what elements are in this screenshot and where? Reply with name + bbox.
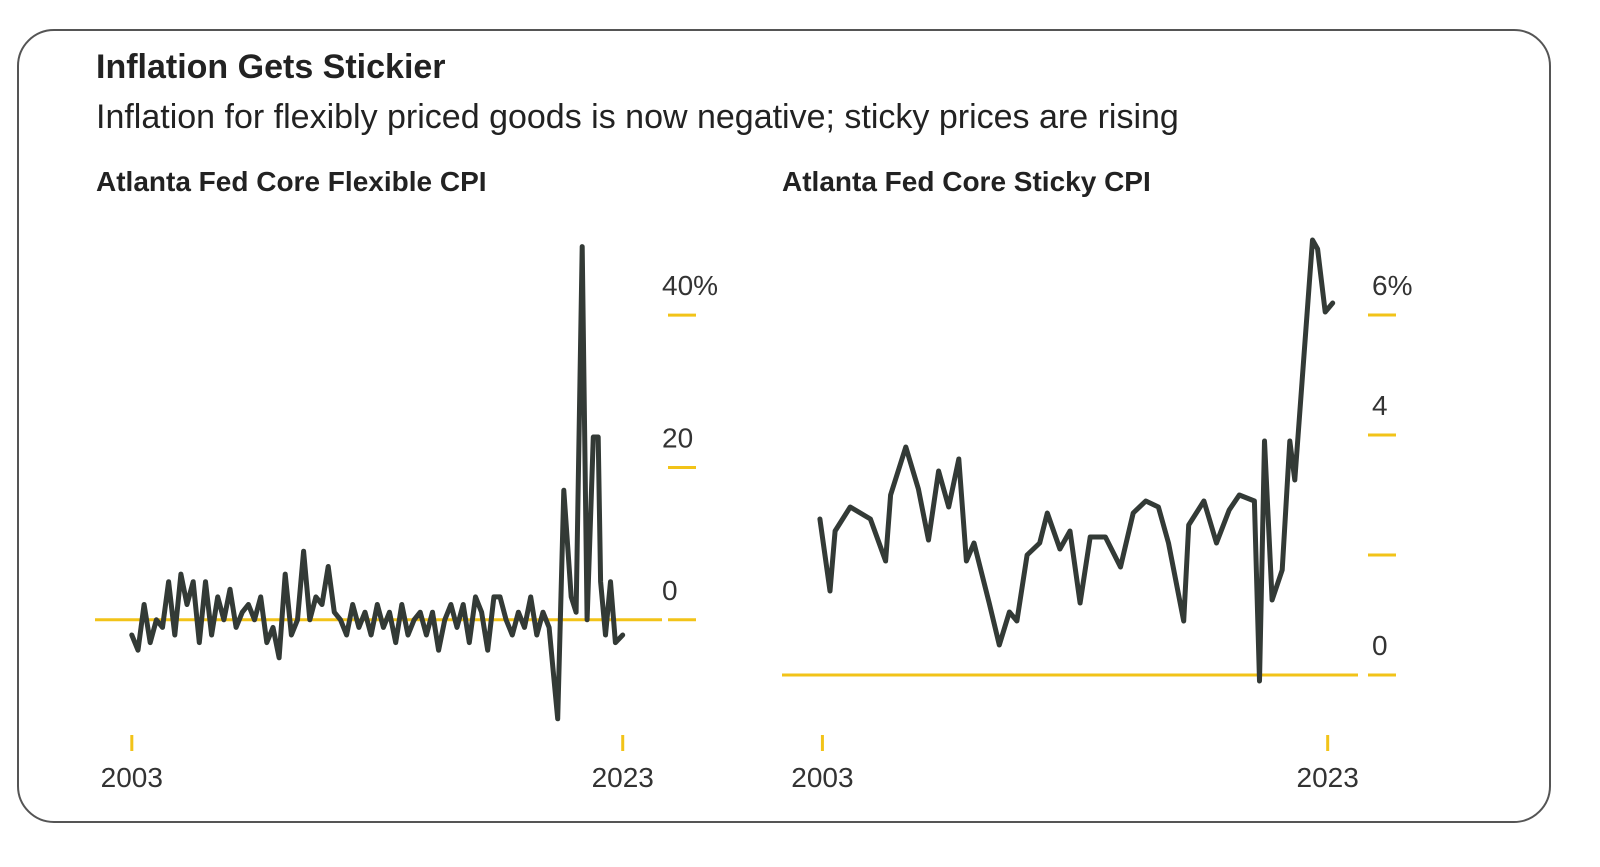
y-tick-label: 0 xyxy=(662,575,678,606)
series-line xyxy=(817,237,1336,684)
x-tick-label: 2023 xyxy=(1297,762,1359,793)
card xyxy=(17,29,1551,823)
series-line xyxy=(129,244,626,722)
y-tick-label: 40% xyxy=(662,270,718,301)
y-tick-label: 6% xyxy=(1372,270,1412,301)
x-tick-label: 2003 xyxy=(101,762,163,793)
x-tick-label: 2003 xyxy=(791,762,853,793)
y-tick-label: 0 xyxy=(1372,630,1388,661)
x-tick-label: 2023 xyxy=(592,762,654,793)
y-tick-label: 20 xyxy=(662,422,693,453)
subtitle: Inflation for flexibly priced goods is n… xyxy=(96,98,1179,136)
y-tick-label: 4 xyxy=(1372,390,1388,421)
chart-title: Atlanta Fed Core Sticky CPI xyxy=(782,166,1151,197)
title: Inflation Gets Stickier xyxy=(96,48,446,86)
chart-title: Atlanta Fed Core Flexible CPI xyxy=(96,166,487,197)
